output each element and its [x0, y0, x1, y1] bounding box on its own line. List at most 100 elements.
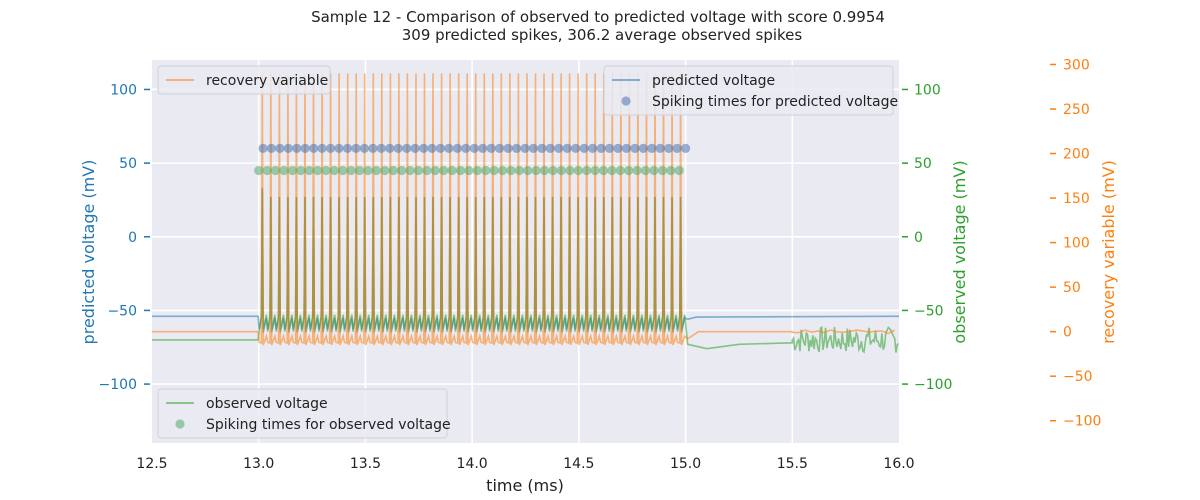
spike-marker-1	[632, 165, 642, 176]
series-layer	[152, 73, 900, 354]
spike-marker-1	[363, 165, 373, 176]
spike-marker-0	[495, 143, 505, 153]
recovery-tick-label: 150	[1063, 191, 1090, 207]
spike-marker-0	[359, 143, 369, 153]
spike-marker-1	[338, 165, 348, 176]
spike-marker-1	[397, 165, 407, 176]
spike-marker-1	[640, 165, 651, 176]
spike-marker-1	[506, 165, 516, 176]
spike-marker-0	[309, 143, 319, 153]
spike-marker-1	[304, 165, 314, 176]
spike-marker-0	[427, 143, 437, 153]
spike-marker-1	[615, 165, 625, 176]
spike-marker-1	[464, 165, 474, 176]
spike-marker-0	[317, 143, 327, 153]
spike-marker-0	[326, 143, 336, 153]
spike-marker-0	[528, 143, 539, 153]
observed-axis-label: observed voltage (mV)	[950, 160, 969, 343]
spike-marker-1	[674, 165, 684, 176]
left-tick-label: 100	[110, 82, 137, 98]
left-tick-label: 50	[119, 156, 137, 172]
spike-marker-1	[624, 165, 634, 176]
spike-marker-1	[472, 165, 482, 176]
spike-marker-1	[287, 165, 297, 176]
spike-marker-1	[565, 165, 575, 176]
spike-marker-0	[266, 143, 276, 153]
spike-marker-layer	[254, 143, 691, 176]
spike-marker-0	[469, 143, 479, 153]
recovery-tick-label: −100	[1063, 414, 1101, 430]
spike-marker-0	[604, 143, 615, 153]
observed-tick-label: 50	[914, 156, 932, 172]
spike-marker-1	[455, 165, 466, 176]
observed-tick-label: −50	[914, 303, 944, 319]
spike-marker-0	[672, 143, 682, 153]
spike-marker-1	[666, 165, 676, 176]
spike-marker-0	[258, 143, 268, 153]
legend-layer: recovery variable predicted voltage Spikin…	[157, 65, 898, 439]
spike-marker-0	[630, 143, 640, 153]
spike-marker-1	[254, 165, 264, 176]
spike-marker-0	[275, 143, 285, 153]
spike-marker-0	[292, 143, 302, 153]
spike-marker-0	[503, 143, 513, 153]
x-tick-label: 16.0	[883, 456, 914, 472]
recovery-tick-label: 50	[1063, 280, 1081, 296]
spike-marker-1	[279, 165, 289, 176]
spike-marker-0	[511, 143, 522, 153]
spike-marker-0	[655, 143, 665, 153]
spike-marker-1	[371, 165, 381, 176]
spike-marker-0	[478, 143, 488, 153]
spike-marker-1	[270, 165, 281, 176]
x-tick-label: 12.5	[136, 456, 167, 472]
spike-marker-0	[545, 143, 555, 153]
spike-marker-1	[582, 165, 592, 176]
spike-marker-1	[346, 165, 356, 176]
axes-layer: −100 −50 0 50 100 12.5 13.0 13.5 14.0 14.5 15.0 15.…	[99, 57, 1102, 472]
spike-marker-0	[351, 143, 361, 153]
spike-marker-1	[329, 165, 339, 176]
legend-entry-label: recovery variable	[206, 73, 328, 89]
spike-marker-1	[590, 165, 600, 176]
spike-marker-1	[514, 165, 525, 176]
legend-box-top-left	[157, 65, 331, 95]
spike-marker-0	[334, 143, 344, 153]
spike-marker-0	[342, 143, 353, 153]
spike-marker-0	[588, 143, 598, 153]
spike-marker-0	[300, 143, 310, 153]
recovery-tick-label: 200	[1063, 147, 1090, 163]
x-tick-label: 15.0	[670, 456, 701, 472]
left-tick-label: −100	[99, 377, 137, 393]
spike-marker-1	[388, 165, 398, 176]
observed-tick-label: 0	[914, 230, 923, 246]
spike-marker-1	[548, 165, 558, 176]
spike-marker-0	[444, 143, 454, 153]
recovery-axis-label: recovery variable (mV)	[1099, 160, 1118, 344]
spike-marker-1	[422, 165, 432, 176]
chart-title: Sample 12 - Comparison of observed to pr…	[311, 8, 885, 26]
x-tick-label: 14.5	[563, 456, 594, 472]
spike-marker-1	[649, 165, 659, 176]
spike-marker-1	[598, 165, 609, 176]
x-tick-label: 13.5	[350, 456, 381, 472]
spike-marker-0	[385, 143, 395, 153]
spike-marker-0	[461, 143, 471, 153]
spike-marker-1	[498, 165, 508, 176]
recovery-tick-label: 300	[1063, 57, 1090, 73]
spike-marker-1	[531, 165, 541, 176]
spike-marker-0	[537, 143, 547, 153]
left-tick-label: −50	[107, 303, 137, 319]
spike-marker-0	[452, 143, 462, 153]
spike-marker-0	[520, 143, 530, 153]
spike-marker-1	[313, 165, 323, 176]
chart-subtitle: 309 predicted spikes, 306.2 average obse…	[402, 26, 803, 44]
spike-marker-0	[419, 143, 429, 153]
spike-marker-0	[647, 143, 657, 153]
spike-marker-0	[596, 143, 606, 153]
legend-entry-label: Spiking times for predicted voltage	[652, 94, 898, 110]
spike-marker-0	[393, 143, 403, 153]
spike-marker-0	[638, 143, 648, 153]
spike-marker-0	[613, 143, 623, 153]
spike-marker-0	[621, 143, 632, 153]
